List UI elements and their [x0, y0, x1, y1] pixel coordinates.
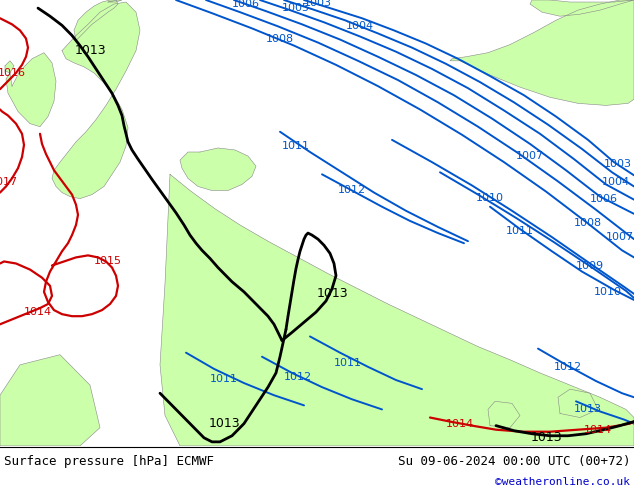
- Text: 1006: 1006: [590, 194, 618, 204]
- Text: 1005: 1005: [282, 3, 310, 13]
- Text: 1011: 1011: [334, 358, 362, 368]
- Polygon shape: [530, 0, 634, 16]
- Text: 1003: 1003: [304, 0, 332, 8]
- Polygon shape: [180, 148, 256, 191]
- Polygon shape: [52, 2, 140, 198]
- Text: 1010: 1010: [594, 287, 622, 297]
- Text: 1008: 1008: [574, 218, 602, 228]
- Text: 1011: 1011: [210, 374, 238, 384]
- Text: 1004: 1004: [346, 22, 374, 31]
- Polygon shape: [160, 174, 634, 446]
- Polygon shape: [488, 401, 520, 428]
- Text: 1009: 1009: [576, 261, 604, 270]
- Polygon shape: [74, 0, 118, 41]
- Text: 1011: 1011: [282, 141, 310, 151]
- Text: 1004: 1004: [602, 177, 630, 187]
- Text: 1013: 1013: [208, 417, 240, 430]
- Text: ©weatheronline.co.uk: ©weatheronline.co.uk: [495, 477, 630, 487]
- Text: 1003: 1003: [604, 159, 632, 169]
- Text: Surface pressure [hPa] ECMWF: Surface pressure [hPa] ECMWF: [4, 455, 214, 468]
- Text: 1010: 1010: [476, 193, 504, 202]
- Text: 1007: 1007: [516, 151, 544, 161]
- Text: 1016: 1016: [0, 68, 26, 78]
- Text: 1017: 1017: [0, 177, 18, 187]
- Text: 1013: 1013: [574, 404, 602, 415]
- Text: Su 09-06-2024 00:00 UTC (00+72): Su 09-06-2024 00:00 UTC (00+72): [398, 455, 630, 468]
- Text: 1013: 1013: [530, 431, 562, 444]
- Polygon shape: [108, 0, 122, 2]
- Polygon shape: [5, 61, 14, 73]
- Text: 1012: 1012: [284, 372, 312, 382]
- Polygon shape: [6, 53, 56, 127]
- Text: 1008: 1008: [266, 33, 294, 44]
- Text: 1014: 1014: [24, 307, 52, 317]
- Text: 1012: 1012: [554, 362, 582, 372]
- Text: 1007: 1007: [606, 232, 634, 242]
- Text: 1013: 1013: [74, 44, 106, 57]
- Text: 1014: 1014: [584, 425, 612, 435]
- Text: 1011: 1011: [506, 226, 534, 236]
- Polygon shape: [0, 355, 100, 446]
- Text: 1014: 1014: [446, 418, 474, 429]
- Text: 1015: 1015: [94, 256, 122, 267]
- Text: 1012: 1012: [338, 185, 366, 195]
- Polygon shape: [450, 0, 634, 105]
- Text: 1013: 1013: [316, 288, 348, 300]
- Polygon shape: [558, 389, 598, 417]
- Text: 1006: 1006: [232, 0, 260, 9]
